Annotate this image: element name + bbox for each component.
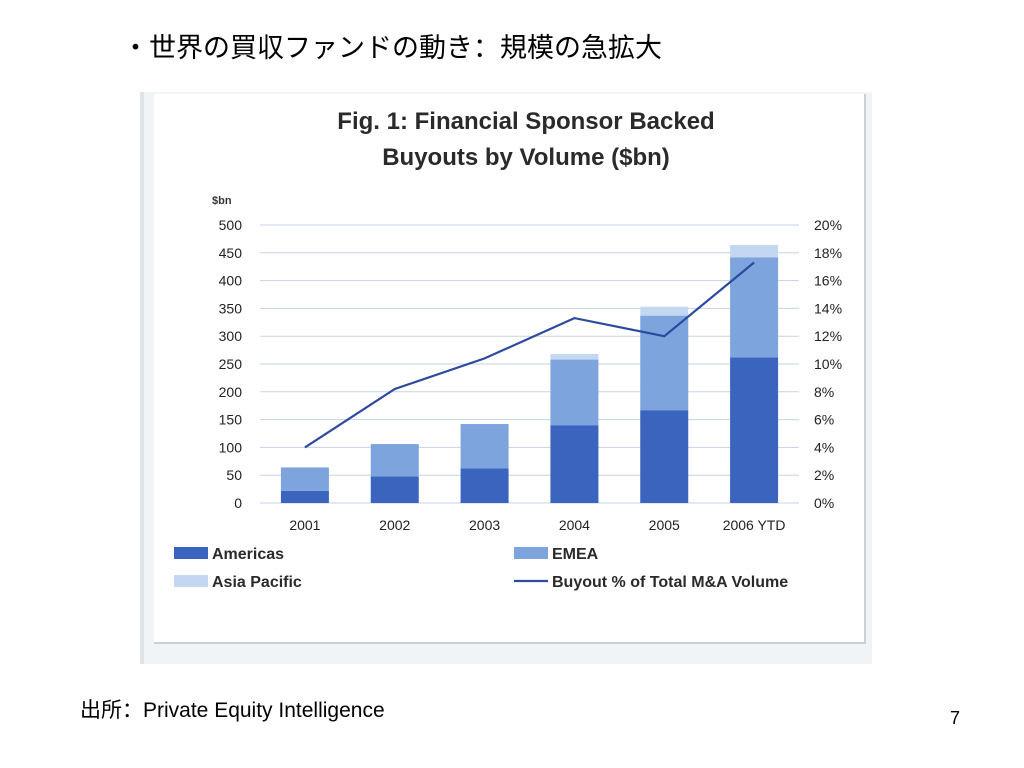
y-tick-label: 500 <box>219 217 243 233</box>
legend-americas-label: Americas <box>212 546 284 563</box>
y2-tick-label: 6% <box>814 412 834 428</box>
bar-americas <box>460 468 509 503</box>
x-tick-label: 2005 <box>649 517 680 533</box>
y-tick-label: 300 <box>219 328 243 344</box>
legend-americas-swatch <box>174 547 208 559</box>
y-tick-label: 400 <box>219 273 243 289</box>
x-tick-label: 2001 <box>289 517 320 533</box>
line-buyout-percent <box>304 261 755 449</box>
x-tick-label: 2004 <box>559 517 590 533</box>
y2-tick-label: 16% <box>814 273 842 289</box>
y-tick-label: 250 <box>219 356 243 372</box>
y2-tick-label: 18% <box>814 245 842 261</box>
bar-asia-pacific <box>640 306 689 316</box>
y2-tick-label: 2% <box>814 467 834 483</box>
bar-asia-pacific <box>730 245 779 258</box>
bar-emea <box>460 424 509 469</box>
y-axis-unit-label: $bn <box>212 195 232 207</box>
y-tick-label: 450 <box>219 245 243 261</box>
y2-tick-label: 20% <box>814 217 842 233</box>
bar-americas <box>280 490 329 503</box>
y-tick-label: 350 <box>219 300 243 316</box>
bar-americas <box>370 476 419 503</box>
legend-asia-pacific-swatch <box>174 575 208 587</box>
legend-emea-label: EMEA <box>552 546 599 563</box>
chart-title-line-1: Fig. 1: Financial Sponsor Backed <box>337 108 715 135</box>
bar-emea <box>280 467 329 491</box>
bar-americas <box>730 357 779 503</box>
legend-asia-pacific-label: Asia Pacific <box>212 574 302 591</box>
y2-tick-label: 12% <box>814 328 842 344</box>
figure-frame: Fig. 1: Financial Sponsor Backed Buyouts… <box>140 92 872 664</box>
page-number: 7 <box>950 708 961 728</box>
bar-asia-pacific <box>550 353 599 360</box>
y-tick-label: 0 <box>234 495 242 511</box>
y2-tick-label: 4% <box>814 439 834 455</box>
source-note: 出所：Private Equity Intelligence <box>80 699 385 722</box>
x-tick-label: 2003 <box>469 517 500 533</box>
chart-title: Fig. 1: Financial Sponsor Backed Buyouts… <box>246 104 806 176</box>
y2-tick-label: 0% <box>814 495 834 511</box>
bar-americas <box>640 410 689 503</box>
bar-emea <box>730 257 779 358</box>
chart-title-line-2: Buyouts by Volume ($bn) <box>382 144 670 171</box>
bar-emea <box>550 359 599 426</box>
bar-emea <box>640 315 689 411</box>
y2-tick-label: 10% <box>814 356 842 372</box>
y-tick-label: 150 <box>219 412 243 428</box>
bar-americas <box>550 425 599 503</box>
x-tick-label: 2002 <box>379 517 410 533</box>
buyout-volume-chart: $bn 0 50 100 150 200 250 300 350 400 450 500 0% 2% 4% 6… <box>174 195 842 591</box>
figure-panel: Fig. 1: Financial Sponsor Backed Buyouts… <box>154 94 866 644</box>
legend-emea-swatch <box>514 547 548 559</box>
y-tick-label: 200 <box>219 384 243 400</box>
y2-tick-label: 14% <box>814 300 842 316</box>
x-tick-label: 2006 YTD <box>723 517 786 533</box>
y-tick-label: 100 <box>219 439 243 455</box>
legend-buyout-percent-label: Buyout % of Total M&A Volume <box>552 574 788 591</box>
bar-emea <box>370 444 419 477</box>
y-tick-label: 50 <box>226 467 242 483</box>
slide-title: ・世界の買収ファンドの動き：規模の急拡大 <box>122 33 662 64</box>
y2-tick-label: 8% <box>814 384 834 400</box>
